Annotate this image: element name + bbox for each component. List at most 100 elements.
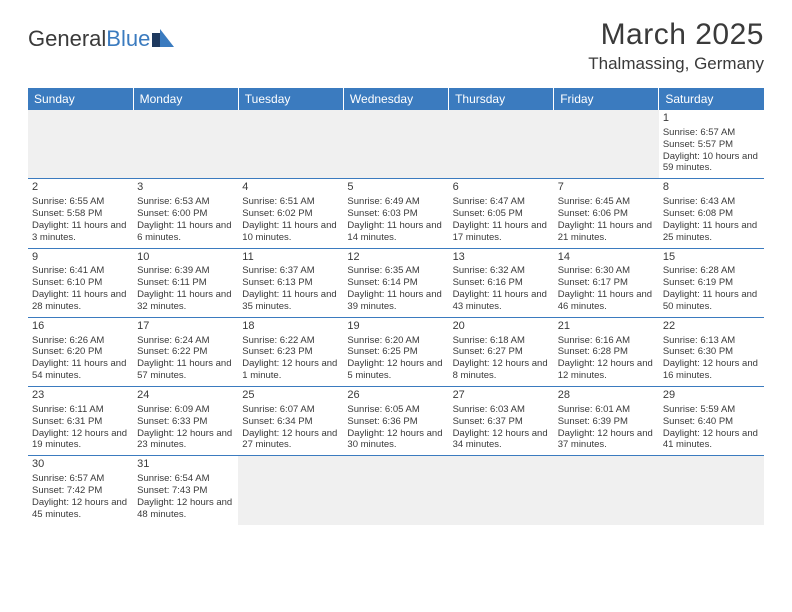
day-cell: 12Sunrise: 6:35 AMSunset: 6:14 PMDayligh… (343, 248, 448, 317)
daylight-text: Daylight: 11 hours and 28 minutes. (32, 289, 129, 313)
day-number: 15 (663, 251, 760, 265)
daylight-text: Daylight: 11 hours and 54 minutes. (32, 358, 129, 382)
sunset-text: Sunset: 5:58 PM (32, 208, 129, 220)
sunrise-text: Sunrise: 6:51 AM (242, 196, 339, 208)
daylight-text: Daylight: 12 hours and 27 minutes. (242, 428, 339, 452)
month-title: March 2025 (588, 18, 764, 52)
day-cell (659, 456, 764, 525)
dow-friday: Friday (554, 88, 659, 110)
day-cell: 19Sunrise: 6:20 AMSunset: 6:25 PMDayligh… (343, 317, 448, 386)
location: Thalmassing, Germany (588, 54, 764, 74)
daylight-text: Daylight: 11 hours and 6 minutes. (137, 220, 234, 244)
sunrise-text: Sunrise: 6:30 AM (558, 265, 655, 277)
day-cell (133, 110, 238, 179)
daylight-text: Daylight: 12 hours and 19 minutes. (32, 428, 129, 452)
daylight-text: Daylight: 11 hours and 50 minutes. (663, 289, 760, 313)
week-row: 30Sunrise: 6:57 AMSunset: 7:42 PMDayligh… (28, 456, 764, 525)
sunrise-text: Sunrise: 6:55 AM (32, 196, 129, 208)
sunset-text: Sunset: 6:19 PM (663, 277, 760, 289)
day-number: 26 (347, 389, 444, 403)
day-number: 22 (663, 320, 760, 334)
day-cell: 7Sunrise: 6:45 AMSunset: 6:06 PMDaylight… (554, 179, 659, 248)
day-cell (343, 456, 448, 525)
daylight-text: Daylight: 12 hours and 45 minutes. (32, 497, 129, 521)
day-number: 4 (242, 181, 339, 195)
daylight-text: Daylight: 12 hours and 12 minutes. (558, 358, 655, 382)
daylight-text: Daylight: 12 hours and 5 minutes. (347, 358, 444, 382)
sunset-text: Sunset: 6:31 PM (32, 416, 129, 428)
dow-tuesday: Tuesday (238, 88, 343, 110)
day-cell: 30Sunrise: 6:57 AMSunset: 7:42 PMDayligh… (28, 456, 133, 525)
week-row: 9Sunrise: 6:41 AMSunset: 6:10 PMDaylight… (28, 248, 764, 317)
daylight-text: Daylight: 11 hours and 14 minutes. (347, 220, 444, 244)
sunset-text: Sunset: 6:11 PM (137, 277, 234, 289)
day-cell (554, 110, 659, 179)
sunrise-text: Sunrise: 6:01 AM (558, 404, 655, 416)
sunset-text: Sunset: 6:08 PM (663, 208, 760, 220)
day-number: 8 (663, 181, 760, 195)
sunset-text: Sunset: 6:37 PM (453, 416, 550, 428)
daylight-text: Daylight: 12 hours and 8 minutes. (453, 358, 550, 382)
day-cell (449, 456, 554, 525)
day-number: 9 (32, 251, 129, 265)
day-cell: 10Sunrise: 6:39 AMSunset: 6:11 PMDayligh… (133, 248, 238, 317)
daylight-text: Daylight: 11 hours and 39 minutes. (347, 289, 444, 313)
sunset-text: Sunset: 6:20 PM (32, 346, 129, 358)
day-cell: 6Sunrise: 6:47 AMSunset: 6:05 PMDaylight… (449, 179, 554, 248)
sunrise-text: Sunrise: 6:16 AM (558, 335, 655, 347)
daylight-text: Daylight: 11 hours and 57 minutes. (137, 358, 234, 382)
day-cell (449, 110, 554, 179)
sunrise-text: Sunrise: 6:03 AM (453, 404, 550, 416)
sunset-text: Sunset: 5:57 PM (663, 139, 760, 151)
daylight-text: Daylight: 12 hours and 30 minutes. (347, 428, 444, 452)
sunset-text: Sunset: 6:40 PM (663, 416, 760, 428)
sunrise-text: Sunrise: 6:35 AM (347, 265, 444, 277)
day-number: 14 (558, 251, 655, 265)
sunset-text: Sunset: 6:30 PM (663, 346, 760, 358)
dow-sunday: Sunday (28, 88, 133, 110)
calendar-head: SundayMondayTuesdayWednesdayThursdayFrid… (28, 88, 764, 110)
day-cell: 16Sunrise: 6:26 AMSunset: 6:20 PMDayligh… (28, 317, 133, 386)
sunset-text: Sunset: 6:17 PM (558, 277, 655, 289)
day-number: 6 (453, 181, 550, 195)
title-block: March 2025 Thalmassing, Germany (588, 18, 764, 74)
sunset-text: Sunset: 6:10 PM (32, 277, 129, 289)
day-cell: 15Sunrise: 6:28 AMSunset: 6:19 PMDayligh… (659, 248, 764, 317)
day-number: 5 (347, 181, 444, 195)
sunrise-text: Sunrise: 6:07 AM (242, 404, 339, 416)
sunrise-text: Sunrise: 6:28 AM (663, 265, 760, 277)
dow-monday: Monday (133, 88, 238, 110)
sunrise-text: Sunrise: 6:09 AM (137, 404, 234, 416)
day-number: 16 (32, 320, 129, 334)
day-number: 18 (242, 320, 339, 334)
sunrise-text: Sunrise: 6:13 AM (663, 335, 760, 347)
daylight-text: Daylight: 11 hours and 25 minutes. (663, 220, 760, 244)
day-cell: 27Sunrise: 6:03 AMSunset: 6:37 PMDayligh… (449, 387, 554, 456)
day-number: 21 (558, 320, 655, 334)
day-cell: 13Sunrise: 6:32 AMSunset: 6:16 PMDayligh… (449, 248, 554, 317)
day-cell: 22Sunrise: 6:13 AMSunset: 6:30 PMDayligh… (659, 317, 764, 386)
daylight-text: Daylight: 11 hours and 21 minutes. (558, 220, 655, 244)
sunset-text: Sunset: 6:34 PM (242, 416, 339, 428)
header: GeneralBlue March 2025 Thalmassing, Germ… (0, 0, 792, 82)
sunrise-text: Sunrise: 6:41 AM (32, 265, 129, 277)
sunset-text: Sunset: 6:39 PM (558, 416, 655, 428)
sunrise-text: Sunrise: 6:22 AM (242, 335, 339, 347)
day-number: 20 (453, 320, 550, 334)
day-cell: 29Sunrise: 5:59 AMSunset: 6:40 PMDayligh… (659, 387, 764, 456)
day-number: 3 (137, 181, 234, 195)
sunset-text: Sunset: 6:14 PM (347, 277, 444, 289)
daylight-text: Daylight: 11 hours and 17 minutes. (453, 220, 550, 244)
sunset-text: Sunset: 6:02 PM (242, 208, 339, 220)
day-cell: 26Sunrise: 6:05 AMSunset: 6:36 PMDayligh… (343, 387, 448, 456)
sunrise-text: Sunrise: 6:18 AM (453, 335, 550, 347)
day-cell: 31Sunrise: 6:54 AMSunset: 7:43 PMDayligh… (133, 456, 238, 525)
sunset-text: Sunset: 6:28 PM (558, 346, 655, 358)
day-cell: 4Sunrise: 6:51 AMSunset: 6:02 PMDaylight… (238, 179, 343, 248)
day-number: 23 (32, 389, 129, 403)
dow-saturday: Saturday (659, 88, 764, 110)
logo-text-2: Blue (106, 26, 150, 52)
week-row: 16Sunrise: 6:26 AMSunset: 6:20 PMDayligh… (28, 317, 764, 386)
day-cell: 28Sunrise: 6:01 AMSunset: 6:39 PMDayligh… (554, 387, 659, 456)
day-number: 27 (453, 389, 550, 403)
